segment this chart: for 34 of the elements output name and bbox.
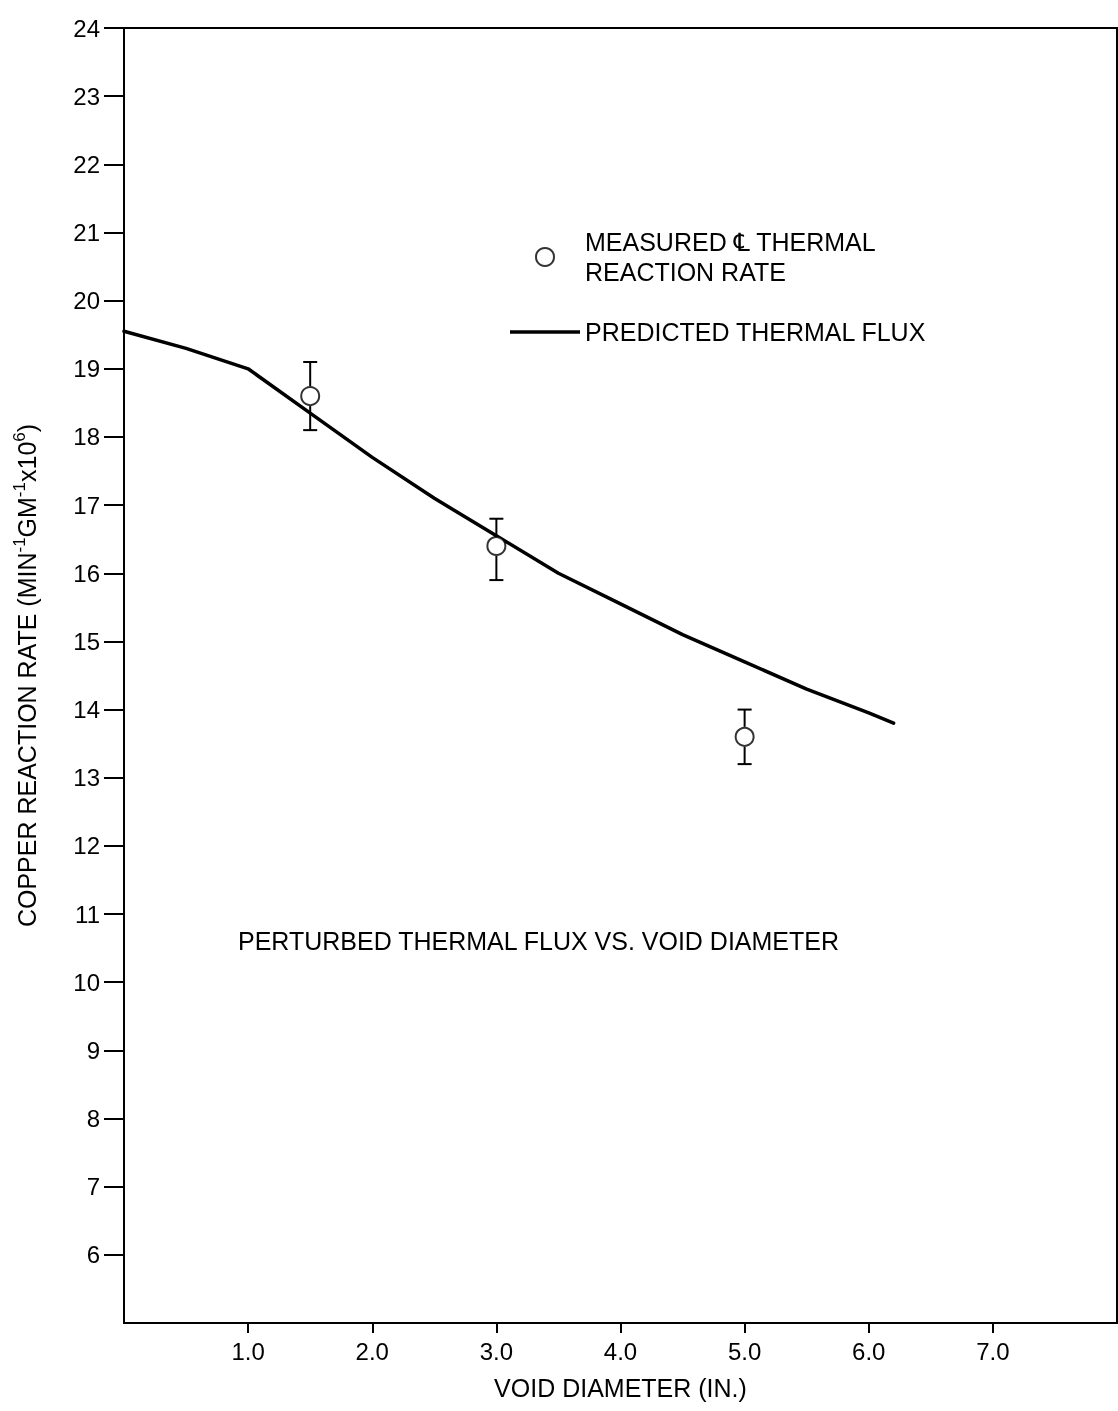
- y-tick-label: 7: [86, 1173, 100, 1201]
- y-tick-label: 24: [73, 14, 100, 42]
- point: [486, 536, 507, 556]
- x-tick-label: 5.0: [727, 1337, 762, 1365]
- y-tick-label: 16: [73, 559, 100, 587]
- x-tick-label: 2.0: [355, 1337, 389, 1365]
- y-tick-label: 14: [73, 696, 100, 724]
- point: [300, 386, 321, 407]
- y-tick-label: 11: [75, 900, 100, 928]
- y-tick-label: 8: [86, 1105, 100, 1133]
- legend-label: PREDICTED THERMAL FLUX: [585, 318, 926, 346]
- x-tick-label: 1.0: [231, 1337, 265, 1365]
- y-tick-label: 19: [73, 355, 100, 383]
- y-tick-label: 23: [73, 82, 100, 110]
- y-tick-label: 9: [86, 1036, 100, 1064]
- y-tick-label: 15: [73, 627, 100, 655]
- y-tick-label: 20: [73, 287, 100, 315]
- annotation: PERTURBED THERMAL FLUX VS. VOID DIAMETER: [238, 926, 840, 955]
- y-tick-label: 18: [73, 423, 100, 451]
- x-tick-label: 4.0: [603, 1337, 638, 1365]
- legend-label: MEASURED ℄ THERMAL REACTION RATE: [585, 228, 882, 286]
- x-axis-title: VOID DIAMETER (IN.): [494, 1373, 747, 1402]
- x-tick-label: 7.0: [976, 1337, 1010, 1365]
- y-tick-label: 12: [73, 832, 100, 860]
- y-tick-label: 17: [73, 491, 100, 519]
- x-tick-label: 3.0: [479, 1337, 514, 1365]
- point: [734, 726, 755, 747]
- x-tick-label: 6.0: [852, 1337, 886, 1365]
- y-tick-label: 13: [73, 764, 100, 792]
- y-tick-label: 10: [73, 968, 100, 996]
- y-axis-title: COPPER REACTION RATE (MIN-1GM-1x106): [10, 423, 41, 928]
- y-tick-label: 22: [73, 150, 100, 178]
- y-tick-label: 6: [86, 1241, 100, 1269]
- y-tick-label: 21: [73, 218, 100, 246]
